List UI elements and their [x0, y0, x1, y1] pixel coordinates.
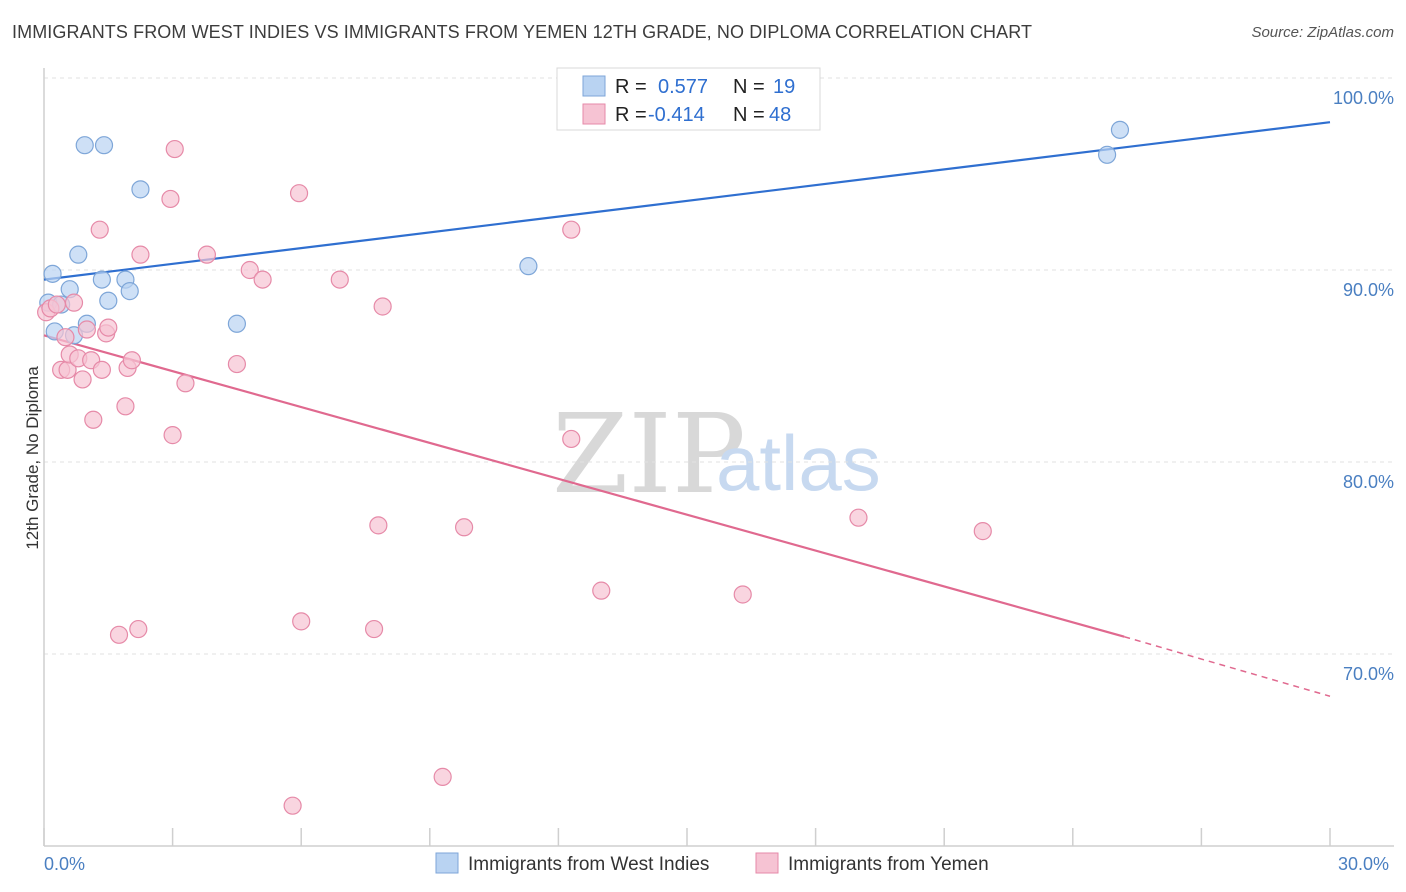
- point-west-indies-16: [519, 257, 538, 276]
- point-yemen-4: [56, 328, 75, 347]
- point-yemen-26: [176, 374, 195, 393]
- legend-r-value-2: -0.414: [648, 104, 705, 126]
- point-yemen-33: [292, 612, 311, 631]
- point-yemen-23: [161, 189, 180, 209]
- legend-r-value-1: 0.577: [658, 76, 708, 98]
- point-yemen-32: [289, 184, 309, 203]
- point-yemen-35: [364, 619, 384, 639]
- point-yemen-28: [227, 354, 246, 374]
- point-yemen-34: [330, 270, 349, 289]
- point-yemen-36: [369, 516, 388, 535]
- bottom-legend-label-west-indies: Immigrants from West Indies: [468, 854, 709, 875]
- point-west-indies-11: [99, 291, 118, 310]
- point-west-indies-18: [1110, 120, 1130, 139]
- x-ticks: [43, 828, 1331, 846]
- y-tick-label-90: 90.0%: [1343, 280, 1394, 300]
- point-yemen-18: [116, 397, 135, 416]
- trend-line-west-indies: [43, 121, 1331, 281]
- point-yemen-29: [240, 260, 259, 280]
- legend-r-label-1: R =: [615, 76, 647, 98]
- y-axis-label: 12th Grade, No Diploma: [23, 366, 42, 550]
- bottom-legend-label-yemen: Immigrants from Yemen: [788, 854, 989, 875]
- point-yemen-17: [109, 625, 129, 644]
- point-yemen-37: [373, 297, 392, 316]
- point-yemen-30: [253, 270, 272, 289]
- watermark-zip: ZIP: [552, 390, 746, 518]
- point-yemen-40: [562, 220, 581, 239]
- point-yemen-10: [77, 320, 96, 339]
- trend-lines: [43, 121, 1331, 697]
- point-yemen-22: [131, 245, 150, 264]
- point-west-indies-1: [43, 264, 62, 283]
- point-west-indies-7: [75, 136, 94, 155]
- point-west-indies-17: [1097, 145, 1117, 164]
- point-yemen-27: [197, 245, 216, 264]
- bottom-legend-swatch-west-indies: [435, 852, 459, 874]
- gridlines: [44, 77, 1394, 655]
- point-yemen-44: [849, 508, 868, 527]
- point-west-indies-13: [120, 282, 139, 301]
- x-tick-label-min: 0.0%: [44, 854, 85, 874]
- point-yemen-13: [90, 220, 109, 239]
- data-points: [37, 120, 1130, 815]
- y-tick-label-80: 80.0%: [1343, 472, 1394, 492]
- point-yemen-16: [99, 318, 118, 337]
- point-west-indies-14: [131, 180, 150, 199]
- point-west-indies-10: [94, 136, 114, 155]
- point-west-indies-6: [69, 245, 88, 264]
- legend-n-value-1: 19: [773, 76, 795, 98]
- point-yemen-42: [592, 581, 611, 600]
- point-yemen-43: [733, 585, 752, 604]
- y-tick-label-70: 70.0%: [1343, 664, 1394, 684]
- point-yemen-41: [562, 429, 581, 449]
- point-yemen-14: [92, 360, 111, 379]
- legend-swatch-west-indies: [582, 75, 606, 97]
- legend-n-label-2: N =: [733, 104, 765, 126]
- chart-title: IMMIGRANTS FROM WEST INDIES VS IMMIGRANT…: [12, 22, 1033, 42]
- bottom-legend-swatch-yemen: [755, 852, 779, 874]
- point-yemen-24: [163, 426, 182, 445]
- point-yemen-31: [283, 796, 302, 815]
- point-yemen-25: [165, 139, 184, 159]
- point-yemen-2: [47, 295, 66, 314]
- chart-source: Source: ZipAtlas.com: [1251, 24, 1394, 41]
- point-yemen-9: [73, 370, 92, 389]
- x-tick-label-max: 30.0%: [1338, 854, 1389, 874]
- point-yemen-38: [433, 767, 452, 786]
- point-yemen-20: [122, 351, 141, 370]
- point-yemen-12: [84, 410, 103, 429]
- point-yemen-45: [973, 522, 992, 541]
- y-tick-labels: 70.0% 80.0% 90.0% 100.0%: [1333, 88, 1394, 684]
- point-west-indies-15: [227, 314, 246, 333]
- trend-line-yemen-extrapolated: [1124, 635, 1331, 697]
- trend-line-yemen: [43, 334, 1125, 638]
- y-tick-label-100: 100.0%: [1333, 88, 1394, 108]
- legend-swatch-yemen: [582, 103, 606, 125]
- legend-r-label-2: R =: [615, 104, 647, 126]
- top-legend: R = 0.577 N = 19 R = -0.414 N = 48: [556, 67, 821, 131]
- point-yemen-21: [129, 619, 148, 639]
- legend-n-label-1: N =: [733, 76, 765, 98]
- point-west-indies-9: [92, 270, 111, 289]
- point-yemen-39: [454, 518, 474, 537]
- legend-n-value-2: 48: [769, 104, 791, 126]
- watermark-atlas: atlas: [716, 419, 881, 507]
- bottom-legend: Immigrants from West Indies Immigrants f…: [435, 852, 989, 875]
- point-yemen-7: [64, 293, 84, 312]
